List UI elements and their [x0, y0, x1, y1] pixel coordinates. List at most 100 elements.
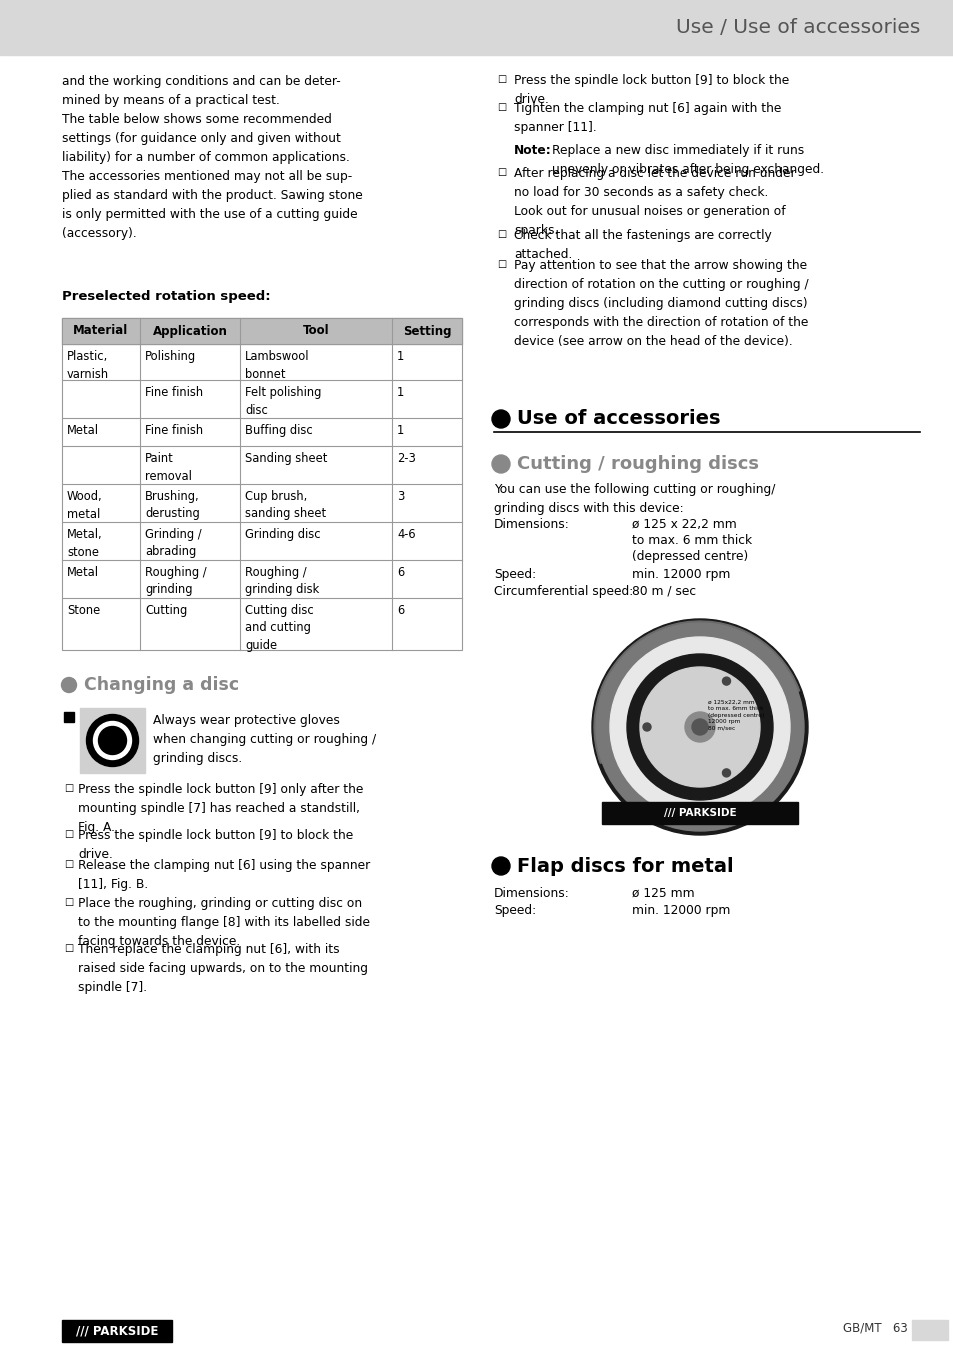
- Circle shape: [609, 637, 789, 817]
- Text: 6: 6: [396, 566, 404, 579]
- Text: Roughing /
grinding disk: Roughing / grinding disk: [245, 566, 319, 596]
- Text: Plastic,
varnish: Plastic, varnish: [67, 350, 109, 381]
- Text: to max. 6 mm thick: to max. 6 mm thick: [631, 534, 751, 547]
- Text: Metal: Metal: [67, 424, 99, 438]
- Text: 1: 1: [396, 386, 404, 398]
- Wedge shape: [594, 621, 799, 763]
- Text: /// PARKSIDE: /// PARKSIDE: [663, 808, 736, 818]
- Text: □: □: [497, 75, 506, 84]
- Text: 1: 1: [396, 424, 404, 438]
- Text: Polishing: Polishing: [145, 350, 196, 363]
- Circle shape: [684, 711, 714, 743]
- Circle shape: [98, 726, 127, 755]
- Circle shape: [61, 678, 76, 692]
- Bar: [911, 1320, 947, 1340]
- Text: You can use the following cutting or roughing/
grinding discs with this device:: You can use the following cutting or rou…: [494, 482, 775, 515]
- Text: Grinding /
abrading: Grinding / abrading: [145, 528, 201, 558]
- Circle shape: [691, 720, 707, 734]
- Text: Wood,
metal: Wood, metal: [67, 491, 103, 520]
- Text: Check that all the fastenings are correctly
attached.: Check that all the fastenings are correc…: [514, 229, 771, 262]
- Text: ø 125x22,2 mm
to max. 6mm thick
(depressed centre)
12000 rpm
80 m/sec: ø 125x22,2 mm to max. 6mm thick (depress…: [707, 699, 763, 730]
- Text: 6: 6: [396, 604, 404, 617]
- Text: ø 125 x 22,2 mm: ø 125 x 22,2 mm: [631, 518, 736, 531]
- Circle shape: [93, 721, 132, 760]
- Text: and the working conditions and can be deter-
mined by means of a practical test.: and the working conditions and can be de…: [62, 75, 362, 240]
- Text: GB/MT   63: GB/MT 63: [842, 1321, 907, 1335]
- Text: □: □: [64, 783, 73, 793]
- Text: Place the roughing, grinding or cutting disc on
to the mounting flange [8] with : Place the roughing, grinding or cutting …: [78, 897, 370, 948]
- Text: Application: Application: [152, 324, 227, 337]
- Circle shape: [87, 714, 138, 767]
- Text: Press the spindle lock button [9] only after the
mounting spindle [7] has reache: Press the spindle lock button [9] only a…: [78, 783, 363, 833]
- Text: Cutting: Cutting: [145, 604, 187, 617]
- Text: Lambswool
bonnet: Lambswool bonnet: [245, 350, 309, 381]
- Text: Speed:: Speed:: [494, 568, 536, 581]
- Text: Preselected rotation speed:: Preselected rotation speed:: [62, 290, 271, 304]
- Text: Felt polishing
disc: Felt polishing disc: [245, 386, 321, 416]
- Text: Dimensions:: Dimensions:: [494, 518, 569, 531]
- Text: □: □: [64, 859, 73, 869]
- Circle shape: [721, 768, 730, 776]
- Text: Changing a disc: Changing a disc: [84, 676, 239, 694]
- Text: Setting: Setting: [402, 324, 451, 337]
- Text: 1: 1: [396, 350, 404, 363]
- Text: Buffing disc: Buffing disc: [245, 424, 313, 438]
- Text: Sanding sheet: Sanding sheet: [245, 453, 327, 465]
- Text: min. 12000 rpm: min. 12000 rpm: [631, 904, 730, 917]
- Text: After replacing a disc let the device run under
no load for 30 seconds as a safe: After replacing a disc let the device ru…: [514, 167, 795, 237]
- Text: 3: 3: [396, 491, 404, 503]
- Text: Paint
removal: Paint removal: [145, 453, 192, 482]
- Circle shape: [492, 856, 510, 875]
- Bar: [80, 709, 145, 772]
- Text: Roughing /
grinding: Roughing / grinding: [145, 566, 207, 596]
- Text: Use of accessories: Use of accessories: [517, 409, 720, 428]
- Bar: [0, 0, 953, 56]
- Bar: [601, 802, 797, 824]
- Text: Flap discs for metal: Flap discs for metal: [517, 856, 733, 875]
- Text: Metal,
stone: Metal, stone: [67, 528, 103, 558]
- Text: □: □: [497, 167, 506, 178]
- Text: □: □: [497, 259, 506, 270]
- Text: Cup brush,
sanding sheet: Cup brush, sanding sheet: [245, 491, 326, 520]
- Text: □: □: [64, 943, 73, 953]
- Text: Grinding disc: Grinding disc: [245, 528, 320, 541]
- Circle shape: [639, 667, 760, 787]
- Text: □: □: [64, 829, 73, 839]
- Circle shape: [492, 411, 510, 428]
- Text: Then replace the clamping nut [6], with its
raised side facing upwards, on to th: Then replace the clamping nut [6], with …: [78, 943, 368, 995]
- Text: □: □: [64, 897, 73, 906]
- Circle shape: [642, 724, 650, 730]
- Text: /// PARKSIDE: /// PARKSIDE: [75, 1324, 158, 1337]
- Text: ø 125 mm: ø 125 mm: [631, 888, 694, 900]
- Circle shape: [492, 455, 510, 473]
- Text: (depressed centre): (depressed centre): [631, 550, 747, 562]
- Text: Dimensions:: Dimensions:: [494, 888, 569, 900]
- Text: Speed:: Speed:: [494, 904, 536, 917]
- Text: min. 12000 rpm: min. 12000 rpm: [631, 568, 730, 581]
- Text: Material: Material: [73, 324, 129, 337]
- Bar: [62, 1320, 172, 1341]
- Text: 80 m / sec: 80 m / sec: [631, 585, 696, 598]
- Text: Cutting disc
and cutting
guide: Cutting disc and cutting guide: [245, 604, 314, 652]
- Circle shape: [626, 654, 772, 799]
- Circle shape: [592, 619, 807, 835]
- Text: Replace a new disc immediately if it runs
unevenly or vibrates after being excha: Replace a new disc immediately if it run…: [552, 144, 823, 176]
- Text: Press the spindle lock button [9] to block the
drive.: Press the spindle lock button [9] to blo…: [78, 829, 353, 860]
- Bar: [64, 711, 74, 722]
- Text: Use / Use of accessories: Use / Use of accessories: [675, 18, 919, 37]
- Text: Metal: Metal: [67, 566, 99, 579]
- Text: Tighten the clamping nut [6] again with the
spanner [11].: Tighten the clamping nut [6] again with …: [514, 102, 781, 134]
- Circle shape: [596, 623, 803, 831]
- Text: Brushing,
derusting: Brushing, derusting: [145, 491, 199, 520]
- Text: Pay attention to see that the arrow showing the
direction of rotation on the cut: Pay attention to see that the arrow show…: [514, 259, 808, 348]
- Text: Release the clamping nut [6] using the spanner
[11], Fig. B.: Release the clamping nut [6] using the s…: [78, 859, 370, 892]
- Text: Fine finish: Fine finish: [145, 424, 203, 438]
- Text: □: □: [497, 102, 506, 112]
- Bar: [62, 318, 461, 344]
- Text: Circumferential speed:: Circumferential speed:: [494, 585, 633, 598]
- Text: Press the spindle lock button [9] to block the
drive.: Press the spindle lock button [9] to blo…: [514, 75, 788, 106]
- Text: Stone: Stone: [67, 604, 100, 617]
- Bar: [62, 318, 461, 650]
- Text: Fine finish: Fine finish: [145, 386, 203, 398]
- Circle shape: [721, 678, 730, 686]
